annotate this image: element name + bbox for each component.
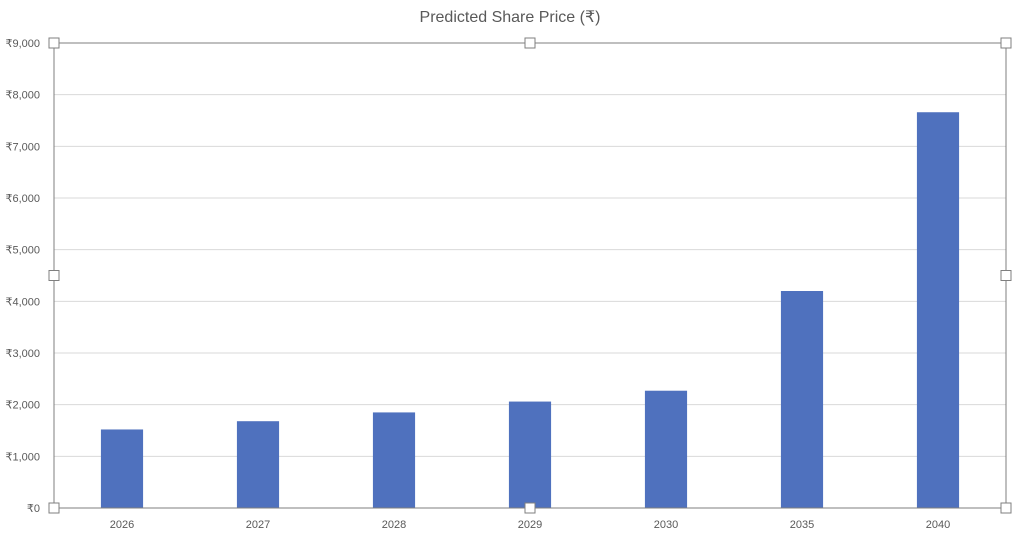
y-tick-label: ₹8,000 bbox=[5, 90, 40, 102]
resize-handle[interactable] bbox=[48, 270, 60, 281]
resize-handle[interactable] bbox=[524, 502, 536, 514]
resize-handle[interactable] bbox=[1000, 502, 1012, 514]
bar-2028[interactable] bbox=[372, 412, 416, 508]
bar-2035[interactable] bbox=[780, 291, 824, 508]
x-tick-label: 2040 bbox=[926, 519, 950, 531]
resize-handle[interactable] bbox=[48, 37, 60, 49]
y-tick-label: ₹7,000 bbox=[5, 141, 40, 153]
y-tick-label: ₹0 bbox=[27, 503, 40, 515]
x-tick-label: 2028 bbox=[382, 519, 406, 531]
x-tick-label: 2026 bbox=[110, 519, 134, 531]
bar-2030[interactable] bbox=[644, 390, 688, 508]
x-tick-label: 2035 bbox=[790, 519, 814, 531]
y-tick-label: ₹5,000 bbox=[5, 245, 40, 257]
y-tick-label: ₹6,000 bbox=[5, 193, 40, 205]
x-tick-label: 2027 bbox=[246, 519, 270, 531]
resize-handle[interactable] bbox=[1000, 37, 1012, 49]
resize-handle[interactable] bbox=[48, 502, 60, 514]
bar-2026[interactable] bbox=[100, 429, 144, 508]
resize-handle[interactable] bbox=[1000, 270, 1012, 281]
bars[interactable] bbox=[100, 112, 960, 508]
plot-area-selection-frame[interactable] bbox=[48, 37, 1012, 514]
y-axis-tick-labels: ₹0 ₹1,000 ₹2,000 ₹3,000 ₹4,000 ₹5,000 ₹6,000 ₹7… bbox=[5, 38, 40, 515]
y-tick-label: ₹9,000 bbox=[5, 38, 40, 50]
y-tick-label: ₹4,000 bbox=[5, 296, 40, 308]
bar-2040[interactable] bbox=[916, 112, 960, 508]
y-tick-label: ₹1,000 bbox=[5, 451, 40, 463]
chart-title: Predicted Share Price (₹) bbox=[420, 9, 601, 26]
bar-2029[interactable] bbox=[508, 401, 552, 508]
y-tick-label: ₹2,000 bbox=[5, 400, 40, 412]
resize-handle[interactable] bbox=[524, 37, 536, 49]
x-tick-label: 2029 bbox=[518, 519, 542, 531]
y-tick-label: ₹3,000 bbox=[5, 348, 40, 360]
bar-2027[interactable] bbox=[236, 421, 280, 508]
x-axis-tick-labels: 2026 2027 2028 2029 2030 2035 2040 bbox=[110, 519, 950, 531]
x-tick-label: 2030 bbox=[654, 519, 678, 531]
